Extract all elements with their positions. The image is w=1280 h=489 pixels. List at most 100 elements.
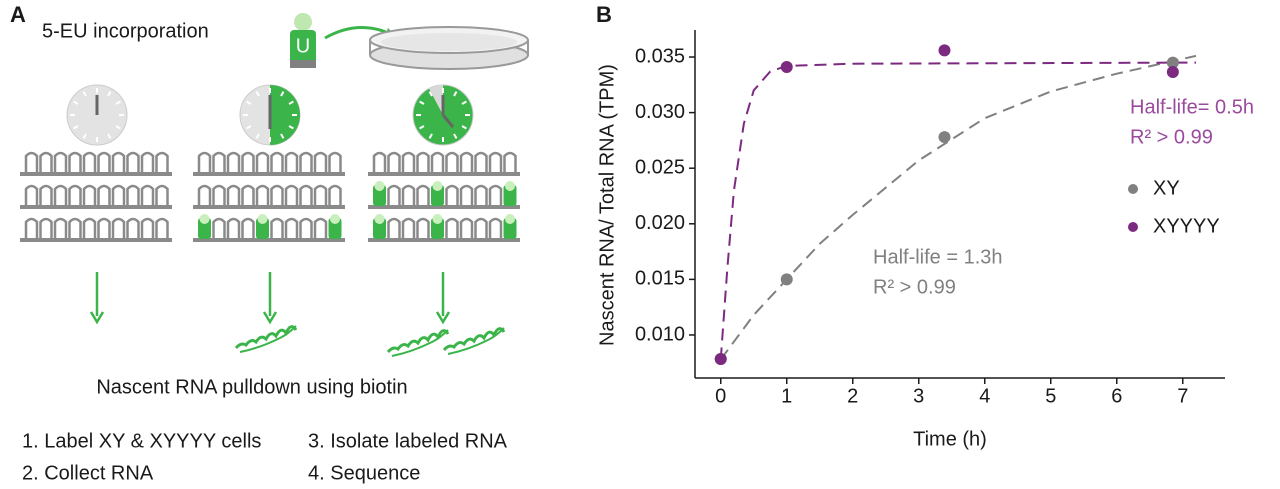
annotation: Half-life = 1.3h (873, 246, 1003, 268)
pulldown-text: Nascent RNA pulldown using biotin (96, 376, 407, 398)
base (68, 151, 82, 172)
rna (239, 325, 297, 353)
clock-tick (255, 91, 260, 97)
biotin-glow (257, 214, 268, 224)
clock-tick (280, 133, 285, 139)
rna (386, 329, 450, 354)
base (226, 151, 241, 172)
base (24, 151, 39, 172)
fit-line (719, 61, 1196, 360)
x-tick-label: 2 (847, 385, 858, 407)
biotin-glow (432, 214, 443, 224)
base (503, 151, 517, 172)
base (39, 217, 53, 238)
rna (234, 325, 298, 350)
biotin-glow (432, 181, 443, 191)
base (155, 184, 169, 205)
base (430, 151, 445, 172)
y-tick-label: 0.030 (635, 101, 685, 123)
point (1166, 56, 1179, 69)
rna (447, 327, 505, 355)
clock-tick (115, 100, 121, 105)
vial (290, 30, 316, 64)
biotin-glow (505, 214, 515, 224)
base (459, 184, 474, 205)
fit-line (719, 54, 1197, 361)
clock-tick (246, 100, 252, 105)
legend-marker (1128, 222, 1138, 232)
biotin-glow (199, 214, 210, 224)
base (82, 151, 97, 172)
clock-tick (428, 91, 433, 97)
base (284, 151, 299, 172)
base (126, 184, 140, 205)
x-axis-label: Time (h) (913, 428, 987, 450)
biotin-glow (330, 214, 340, 224)
base (488, 217, 503, 238)
base (416, 184, 430, 205)
base (111, 151, 126, 172)
x-tick-label: 0 (715, 385, 726, 407)
base (387, 151, 401, 172)
x-tick-label: 4 (979, 385, 990, 407)
biotin-glow (374, 181, 385, 191)
dish-wall (369, 40, 529, 55)
clock-fill (270, 85, 300, 145)
y-axis-label: Nascent RNA/ Total RNA (TPM) (596, 64, 618, 346)
clock-tick (453, 91, 458, 97)
panel-label: B (596, 2, 612, 27)
clock-hand (441, 114, 455, 128)
base (387, 217, 401, 238)
base (197, 151, 212, 172)
base (226, 184, 241, 205)
clock-tick (107, 133, 112, 139)
base (445, 151, 459, 172)
base (111, 217, 126, 238)
biotin-glow (374, 214, 385, 224)
base (97, 184, 111, 205)
point (780, 273, 793, 286)
base (270, 151, 284, 172)
base (140, 184, 155, 205)
step: 4. Sequence (308, 462, 420, 484)
clock-tick (280, 91, 285, 97)
base (313, 217, 328, 238)
strand (20, 238, 172, 242)
y-tick-label: 0.010 (635, 323, 685, 345)
base (284, 217, 299, 238)
point (938, 44, 951, 57)
clock-tick (73, 100, 79, 105)
base (445, 217, 459, 238)
clock-tick (428, 133, 433, 139)
base (372, 151, 387, 172)
base (474, 151, 488, 172)
x-tick-label: 1 (781, 385, 792, 407)
base (241, 151, 255, 172)
y-tick-label: 0.035 (635, 45, 685, 67)
clock-tick (82, 133, 87, 139)
base (24, 217, 39, 238)
vial-cap (290, 60, 316, 68)
y-tick-label: 0.025 (635, 156, 685, 178)
base (416, 151, 430, 172)
base (97, 217, 111, 238)
point (1166, 66, 1179, 79)
vial-glow (294, 13, 312, 31)
base (488, 151, 503, 172)
base (284, 184, 299, 205)
rna (391, 329, 449, 357)
clock-tick (255, 133, 260, 139)
biotin-glow (505, 181, 515, 191)
x-tick-label: 3 (913, 385, 924, 407)
base (299, 217, 313, 238)
y-tick-label: 0.015 (635, 268, 685, 290)
clock-tick (82, 91, 87, 97)
annotation: Half-life= 0.5h (1130, 96, 1254, 118)
base (270, 184, 284, 205)
down-arrow-head (89, 311, 105, 325)
base (212, 151, 226, 172)
point (938, 131, 951, 144)
base (126, 217, 140, 238)
base (241, 217, 255, 238)
